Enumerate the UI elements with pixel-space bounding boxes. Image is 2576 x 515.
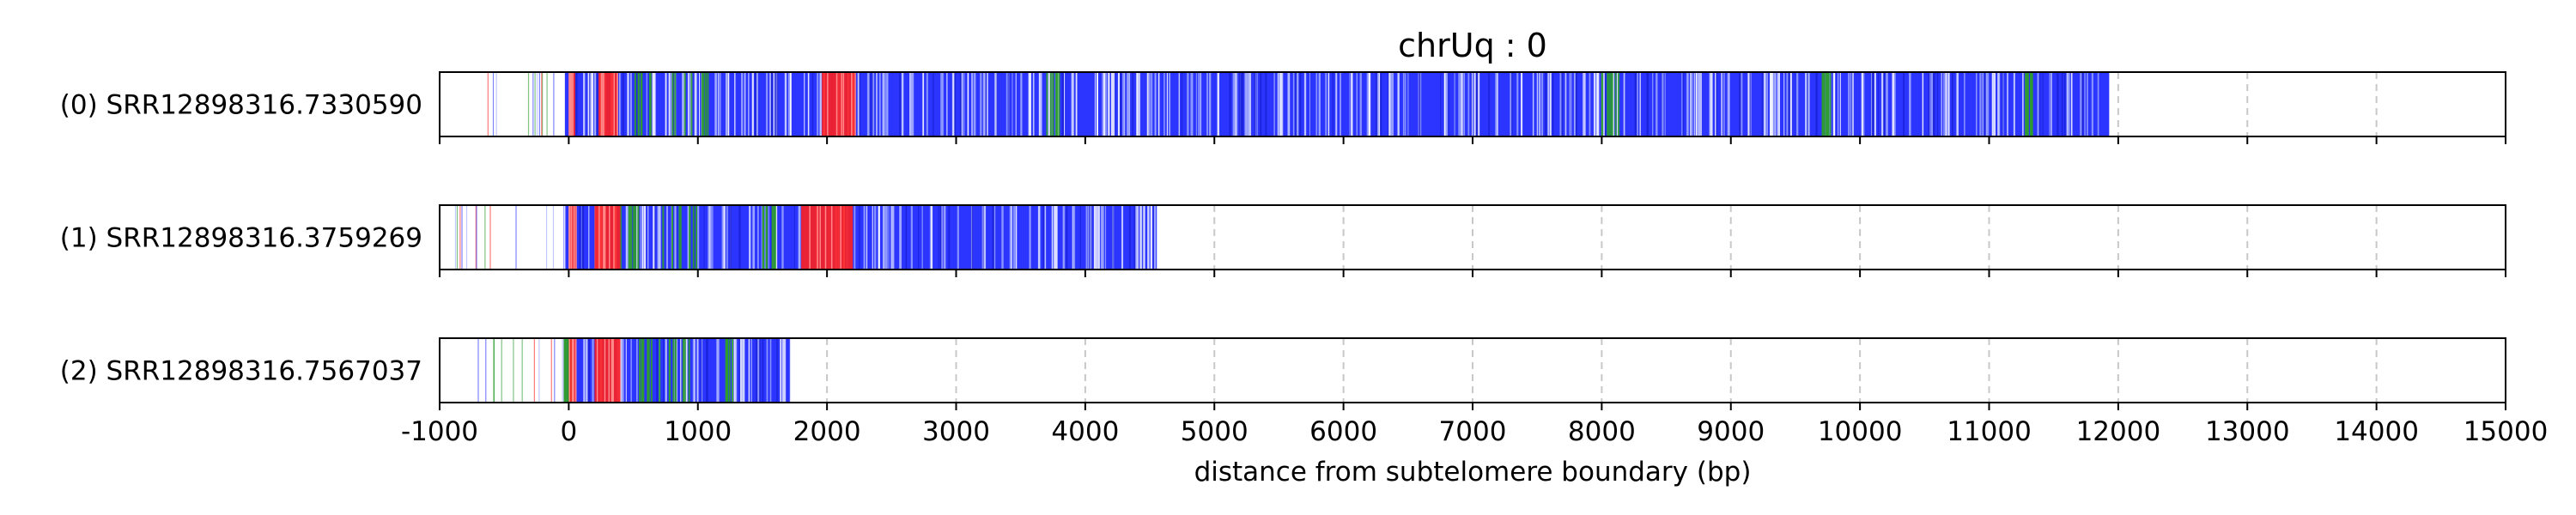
x-tick-label: 12000 bbox=[2076, 416, 2161, 447]
x-tick-label: -1000 bbox=[401, 416, 478, 447]
read-mark bbox=[568, 205, 577, 270]
x-tick-label: 9000 bbox=[1697, 416, 1765, 447]
x-tick-label: 8000 bbox=[1568, 416, 1636, 447]
x-tick-label: 15000 bbox=[2464, 416, 2549, 447]
read-mark bbox=[594, 205, 621, 270]
x-tick-label: 0 bbox=[561, 416, 578, 447]
x-tick-label: 7000 bbox=[1439, 416, 1507, 447]
read-mark bbox=[822, 72, 856, 136]
read-label: (0) SRR12898316.7330590 bbox=[60, 90, 422, 121]
read-panel: (2) SRR12898316.7567037 bbox=[60, 337, 2506, 410]
x-tick-label: 10000 bbox=[1818, 416, 1903, 447]
read-panel: (1) SRR12898316.3759269 bbox=[60, 204, 2506, 277]
read-mark bbox=[801, 205, 854, 270]
x-tick-label: 2000 bbox=[793, 416, 861, 447]
read-label: (1) SRR12898316.3759269 bbox=[60, 223, 422, 254]
x-axis-label: distance from subtelomere boundary (bp) bbox=[1194, 457, 1752, 488]
x-tick-label: 14000 bbox=[2334, 416, 2419, 447]
x-tick-label: 5000 bbox=[1181, 416, 1249, 447]
x-tick-label: 6000 bbox=[1309, 416, 1377, 447]
x-tick-label: 11000 bbox=[1947, 416, 2032, 447]
read-panels: (0) SRR12898316.7330590 (1) SRR12898316.3… bbox=[60, 71, 2506, 410]
x-axis: -1000 0 1000 2000 3000 4000 5000 6000 7000 8000 90… bbox=[401, 416, 2548, 447]
x-tick-label: 1000 bbox=[664, 416, 732, 447]
read-body bbox=[563, 205, 1158, 270]
read-label: (2) SRR12898316.7567037 bbox=[60, 356, 422, 387]
x-tick-label: 13000 bbox=[2205, 416, 2290, 447]
chart-title: chrUq : 0 bbox=[1398, 27, 1547, 64]
x-tick-label: 4000 bbox=[1051, 416, 1119, 447]
x-tick-label: 3000 bbox=[922, 416, 990, 447]
read-panel: (0) SRR12898316.7330590 bbox=[60, 71, 2506, 144]
read-mark bbox=[594, 338, 621, 403]
